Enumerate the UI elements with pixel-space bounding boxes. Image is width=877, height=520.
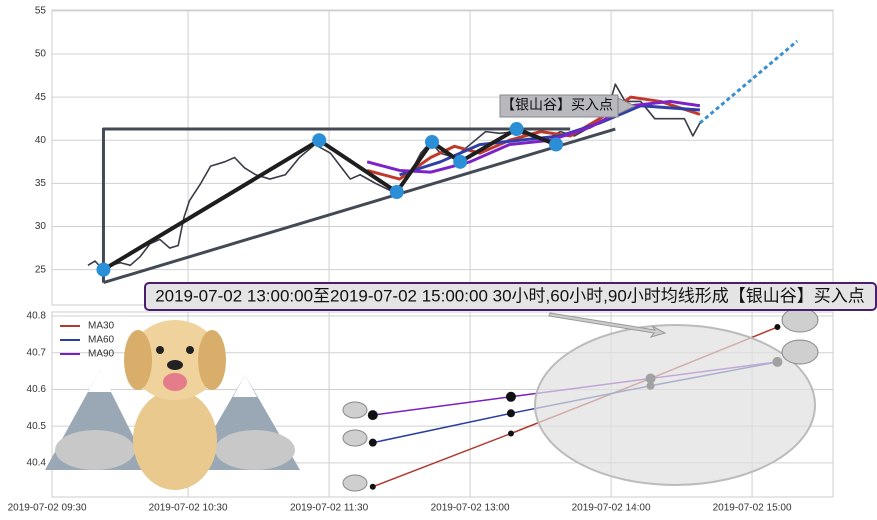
point	[368, 438, 377, 447]
x-tick-label: 2019-07-02 13:00	[431, 503, 510, 514]
x-tick-label: 2019-07-02 09:30	[8, 503, 87, 514]
annotation: 【银山谷】买入点	[501, 97, 613, 113]
x-tick-label: 2019-07-02 15:00	[713, 503, 792, 514]
legend-label: MA30	[88, 321, 115, 332]
y-tick-label: 25	[35, 264, 47, 275]
series-line	[101, 127, 571, 283]
arrow	[548, 312, 667, 338]
y-tick-label: 40.8	[27, 311, 47, 322]
y-tick-label: 40.4	[27, 458, 47, 469]
y-tick-label: 35	[35, 178, 47, 189]
point	[96, 262, 111, 277]
point	[367, 410, 378, 421]
annotation-box: 【银山谷】买入点	[499, 94, 637, 118]
decoration-dog	[45, 320, 300, 490]
series-line	[366, 95, 701, 181]
point	[505, 391, 516, 402]
y-tick-label: 40	[35, 135, 47, 146]
decoration-ingots	[342, 307, 819, 492]
y-tick-label: 55	[35, 6, 47, 17]
banner-text: 2019-07-02 13:00:00至2019-07-02 15:00:00 …	[155, 286, 865, 305]
legend-label: MA60	[88, 335, 115, 346]
y-tick-label: 30	[35, 221, 47, 232]
point	[507, 430, 514, 437]
point	[549, 137, 564, 152]
x-tick-label: 2019-07-02 10:30	[149, 503, 228, 514]
point	[774, 324, 781, 331]
top-plot-area	[51, 9, 834, 306]
point	[389, 185, 404, 200]
point	[509, 122, 524, 137]
point	[506, 409, 515, 418]
highlight-ellipse	[534, 324, 816, 486]
x-tick-label: 2019-07-02 11:30	[290, 503, 369, 514]
point	[424, 134, 439, 149]
point	[312, 133, 327, 148]
series-line	[698, 39, 799, 125]
y-tick-label: 40.6	[27, 384, 47, 395]
y-tick-label: 45	[35, 92, 47, 103]
y-tick-label: 40.5	[27, 421, 47, 432]
y-tick-label: 40.7	[27, 347, 47, 358]
banner: 2019-07-02 13:00:00至2019-07-02 15:00:00 …	[144, 282, 877, 311]
point	[453, 154, 468, 169]
series-line	[103, 127, 616, 285]
x-tick-label: 2019-07-02 14:00	[572, 503, 651, 514]
legend-label: MA90	[88, 349, 115, 360]
y-tick-label: 50	[35, 49, 47, 60]
series-line	[366, 99, 701, 174]
point	[369, 483, 376, 490]
